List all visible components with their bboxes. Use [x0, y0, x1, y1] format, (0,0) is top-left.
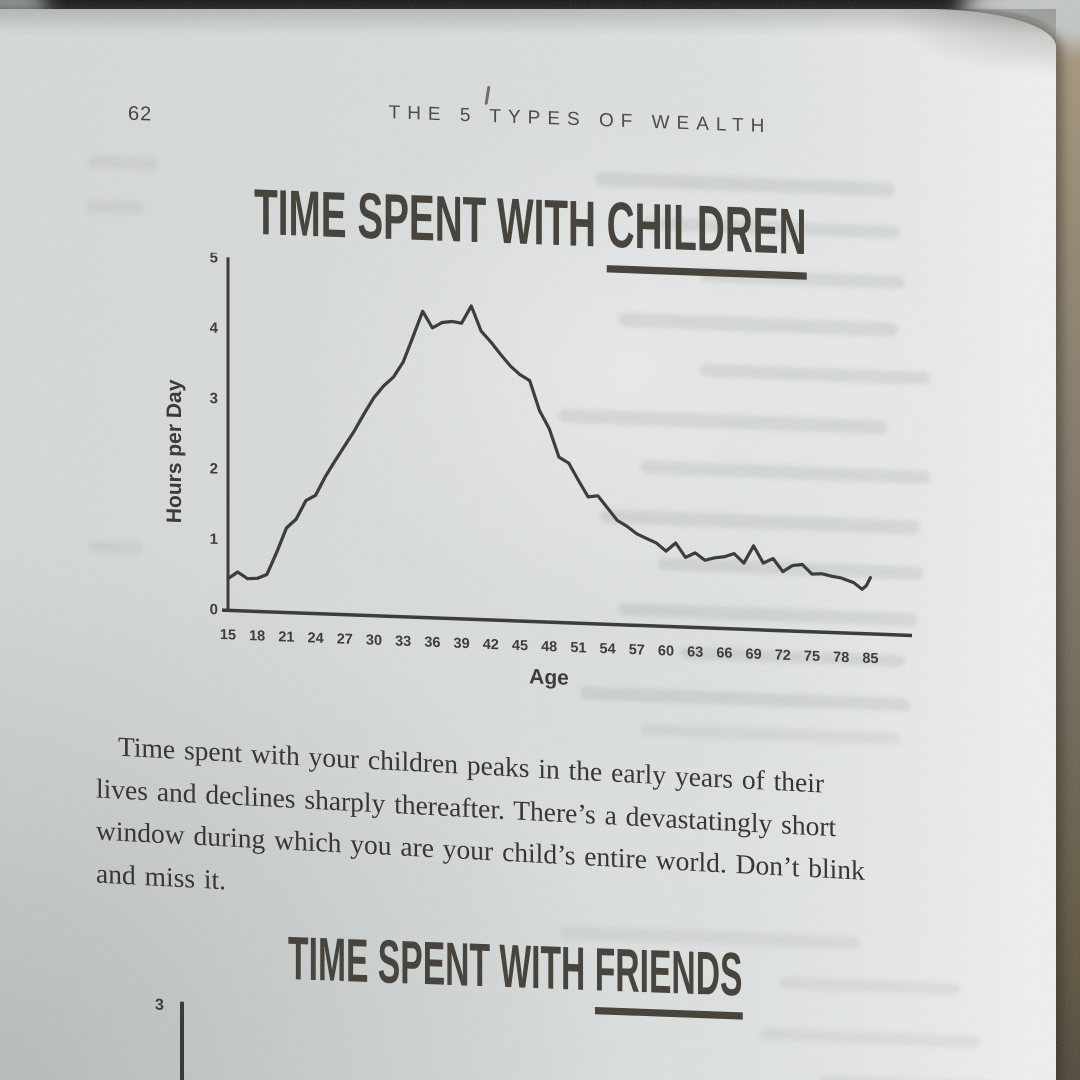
- x-tick-label: 45: [512, 638, 528, 655]
- chart-title-children-underlined-word: CHILDREN: [606, 189, 807, 280]
- x-tick-label: 51: [570, 640, 586, 657]
- children-data-line: [226, 304, 873, 591]
- y-tick-label: 3: [210, 390, 218, 407]
- running-head: THE 5 TYPES OF WEALTH: [388, 102, 772, 138]
- friends-chart-y-axis: [180, 1001, 184, 1080]
- body-paragraph: Time spent with your children peaks in t…: [96, 725, 996, 942]
- y-tick-label: 1: [210, 531, 218, 548]
- x-tick-label: 54: [600, 641, 616, 658]
- y-tick-label: 5: [210, 252, 218, 266]
- x-tick-label: 78: [833, 650, 849, 667]
- x-tick-label: 18: [249, 628, 265, 645]
- x-tick-label: 60: [658, 643, 674, 660]
- x-tick-label: 33: [395, 633, 411, 650]
- x-tick-label: 39: [454, 636, 470, 653]
- y-axis-title: Hours per Day: [163, 379, 186, 524]
- x-tick-label: 57: [629, 642, 645, 659]
- x-tick-label: 36: [424, 635, 440, 652]
- chart-title-friends-underlined-word: FRIENDS: [594, 934, 743, 1020]
- x-axis-title: Age: [529, 665, 569, 689]
- children-line-chart: 0 1 2 3 4 5 15 18 21 24 27 30 33 36 39 42 45 48 51 54 57 60 63…: [196, 249, 916, 708]
- x-tick-label: 27: [337, 631, 353, 648]
- chart-title-friends-prefix: TIME SPENT WITH: [287, 923, 595, 1004]
- x-axis-line: [222, 608, 912, 638]
- x-tick-label: 72: [775, 647, 791, 664]
- y-tick-label: 2: [210, 460, 218, 477]
- x-tick-label: 21: [278, 629, 294, 646]
- x-tick-label: 75: [804, 648, 820, 665]
- y-tick-label: 0: [210, 601, 218, 618]
- y-tick-label: 4: [210, 320, 219, 337]
- x-tick-label: 42: [483, 637, 499, 654]
- friends-chart-ytick-3: 3: [155, 996, 164, 1015]
- x-tick-label: 85: [862, 651, 878, 668]
- x-tick-label: 63: [687, 644, 703, 661]
- x-tick-label: 24: [308, 630, 324, 647]
- x-tick-label: 48: [541, 639, 557, 656]
- x-tick-label: 15: [220, 627, 236, 644]
- stray-ink-mark: [484, 85, 491, 105]
- x-tick-label: 69: [746, 646, 762, 663]
- x-tick-label: 30: [366, 632, 382, 649]
- chart-title-children-prefix: TIME SPENT WITH: [253, 176, 607, 262]
- x-tick-label: 66: [716, 645, 732, 662]
